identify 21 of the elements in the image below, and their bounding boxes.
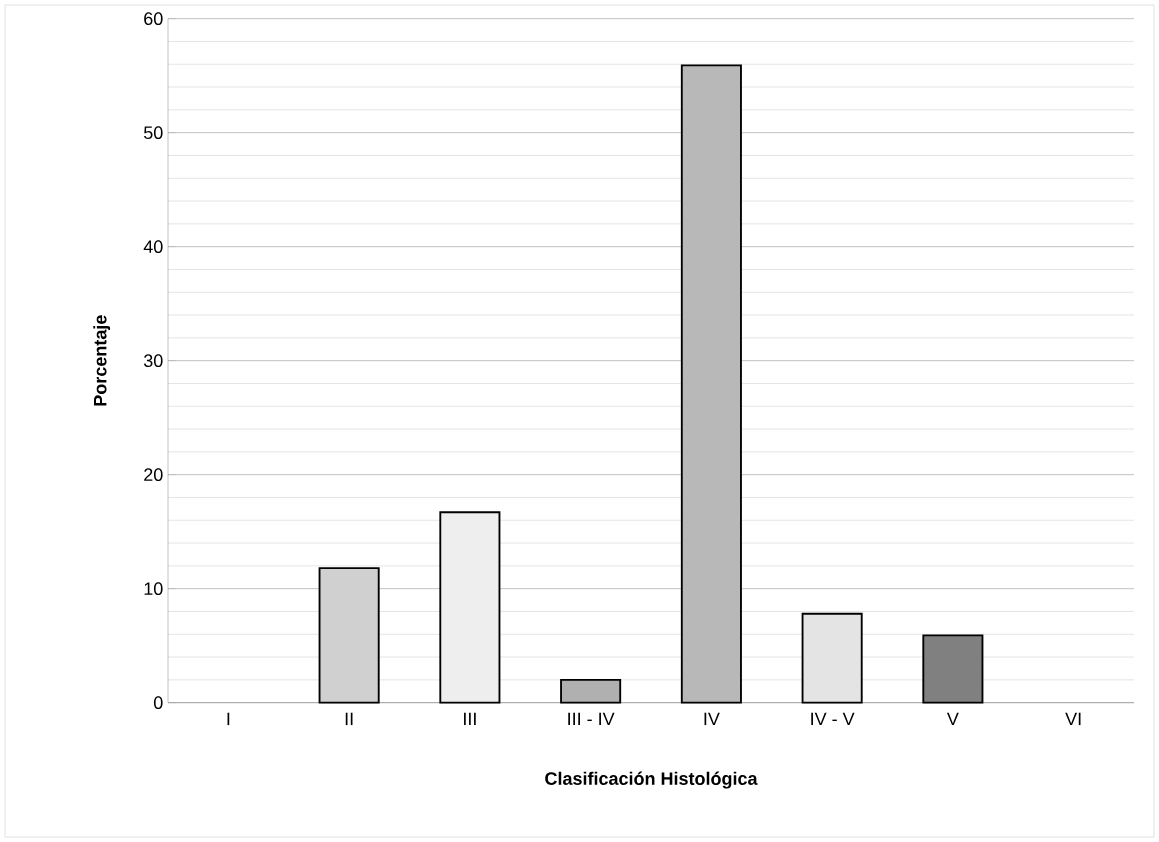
y-tick-label: 40 bbox=[143, 240, 163, 254]
bar bbox=[801, 612, 863, 704]
y-tick-label: 50 bbox=[143, 126, 163, 140]
x-tick-label: VI bbox=[1065, 712, 1081, 726]
y-tick-label: 0 bbox=[153, 696, 163, 710]
y-tick-label: 60 bbox=[144, 12, 163, 26]
x-tick-label: II bbox=[345, 712, 353, 726]
bar bbox=[439, 511, 501, 704]
y-axis-title: Porcentaje bbox=[93, 315, 111, 406]
x-tick-label: IV bbox=[704, 712, 720, 726]
x-tick-label: III bbox=[464, 712, 476, 726]
y-tick-label: 20 bbox=[144, 468, 163, 482]
bar bbox=[560, 678, 622, 704]
x-tick-label: III - IV bbox=[568, 712, 615, 726]
x-axis-title: Clasificación Histológica bbox=[545, 771, 758, 789]
y-tick-label: 30 bbox=[143, 354, 163, 368]
x-tick-label: I bbox=[227, 712, 230, 726]
x-tick-label: V bbox=[946, 712, 959, 726]
y-tick-label: 10 bbox=[144, 582, 163, 596]
bar bbox=[680, 64, 742, 704]
x-tick-label: IV - V bbox=[811, 712, 855, 726]
